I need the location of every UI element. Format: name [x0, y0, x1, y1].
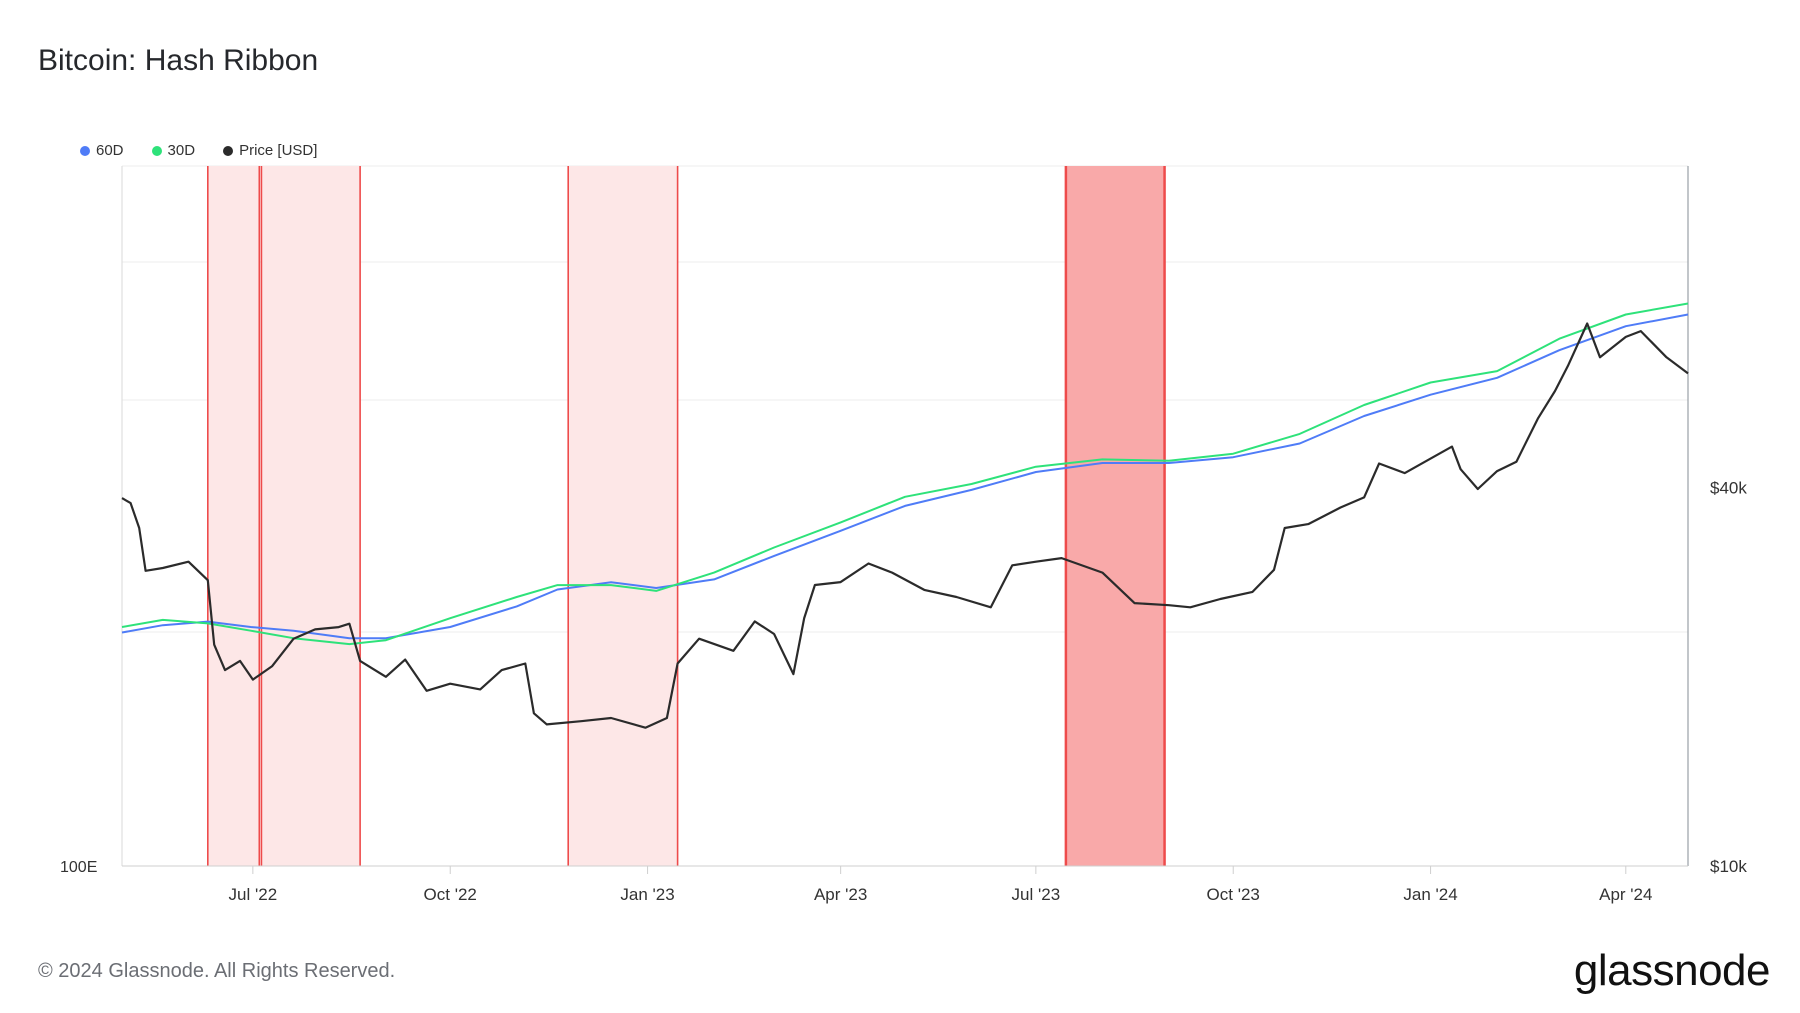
right-tick-label-0: $40k: [1710, 479, 1747, 498]
page-title: Bitcoin: Hash Ribbon: [38, 44, 319, 77]
legend-item-30d[interactable]: 30D: [151, 142, 196, 159]
x-tick-label-1: Oct '22: [424, 885, 477, 904]
legend-label-60d: 60D: [96, 142, 124, 159]
series-line-30d: [121, 302, 1689, 646]
x-tick-label-5: Oct '23: [1207, 885, 1260, 904]
legend-dot-30d-icon: [151, 145, 162, 156]
series-line-60d: [121, 313, 1689, 640]
glassnode-logo: glassnode: [1573, 946, 1771, 995]
legend-item-60d[interactable]: 60D: [80, 142, 124, 159]
capitulation-band-3: [1065, 166, 1165, 866]
series-line-price: [121, 322, 1689, 729]
x-tick-label-6: Jan '24: [1403, 885, 1457, 904]
legend-dot-price-icon: [223, 145, 234, 156]
copyright-footer: © 2024 Glassnode. All Rights Reserved.: [38, 960, 396, 982]
legend-label-price: Price [USD]: [239, 142, 318, 159]
left-axis-label: 100E: [60, 859, 97, 876]
x-tick-label-7: Apr '24: [1599, 885, 1652, 904]
x-tick-label-4: Jul '23: [1012, 885, 1061, 904]
x-tick-label-3: Apr '23: [814, 885, 867, 904]
capitulation-band-0: [207, 166, 260, 866]
capitulation-band-1: [261, 166, 361, 866]
chart-legend: 60D 30D Price [USD]: [80, 142, 317, 159]
x-tick-label-2: Jan '23: [620, 885, 674, 904]
legend-item-price[interactable]: Price [USD]: [223, 142, 317, 159]
right-tick-label-1: $10k: [1710, 857, 1747, 876]
x-tick-label-0: Jul '22: [229, 885, 278, 904]
legend-label-30d: 30D: [167, 142, 196, 159]
capitulation-band-2: [568, 166, 678, 866]
legend-dot-60d-icon: [80, 145, 90, 156]
